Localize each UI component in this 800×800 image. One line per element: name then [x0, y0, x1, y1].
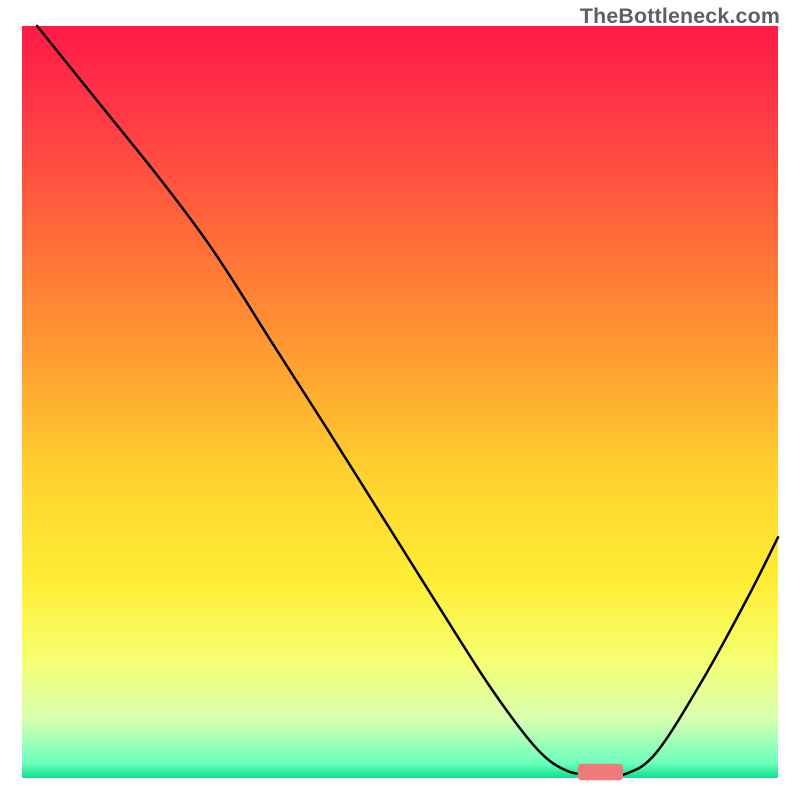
- plot-background: [22, 26, 778, 778]
- bottleneck-plot: [0, 0, 800, 800]
- optimal-marker: [578, 764, 623, 781]
- chart-stage: TheBottleneck.com: [0, 0, 800, 800]
